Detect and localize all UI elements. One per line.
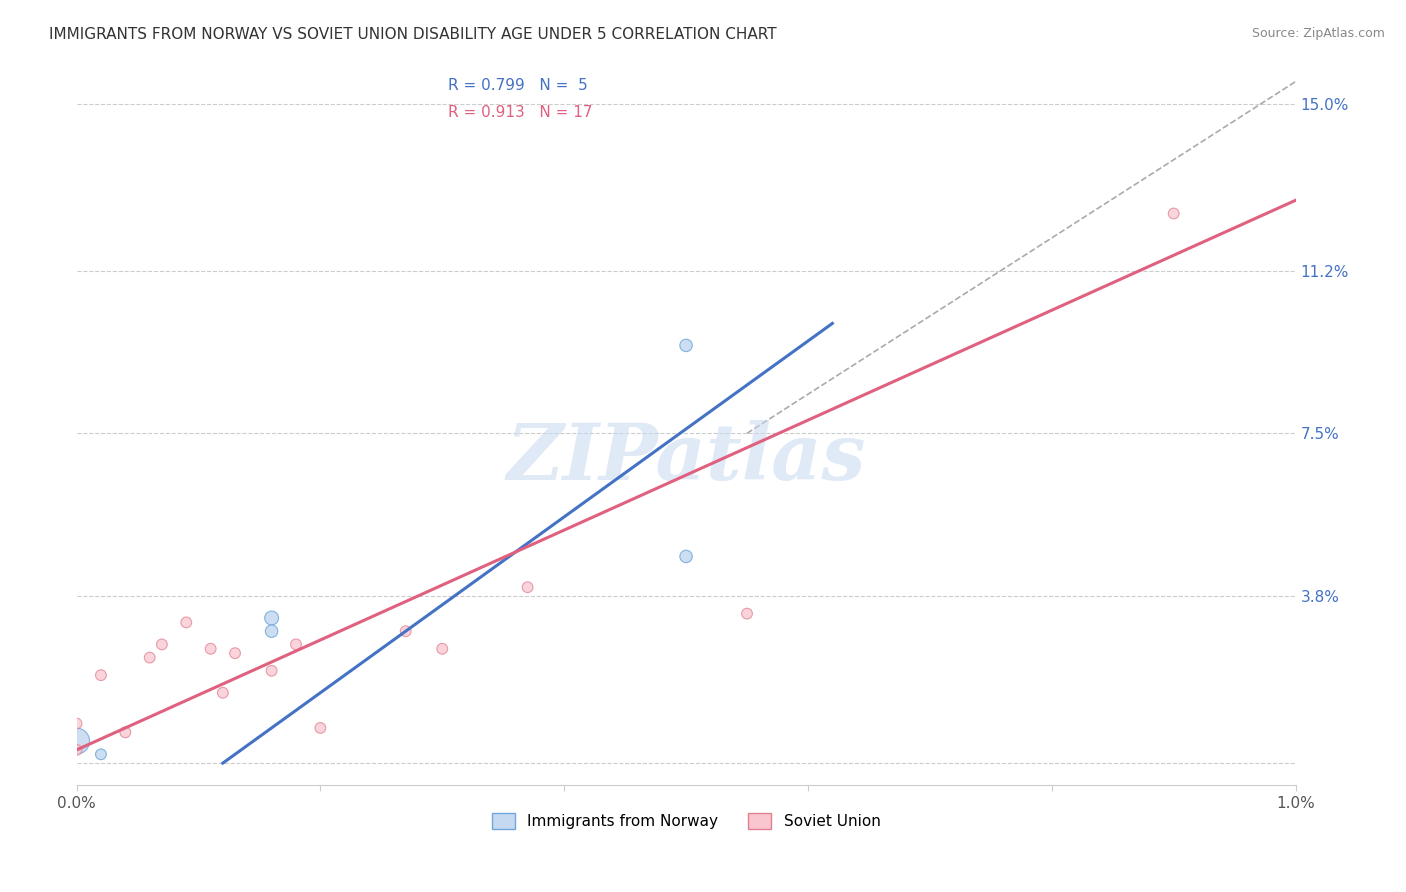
Point (114, 725, 136, 739)
Text: IMMIGRANTS FROM NORWAY VS SOVIET UNION DISABILITY AGE UNDER 5 CORRELATION CHART: IMMIGRANTS FROM NORWAY VS SOVIET UNION D… (49, 27, 778, 42)
Point (309, 721, 332, 735)
Point (260, 611, 283, 625)
Point (675, 549, 697, 564)
Point (395, 624, 418, 639)
Point (150, 637, 173, 651)
Text: R = 0.799   N =  5: R = 0.799 N = 5 (449, 78, 588, 93)
Text: R = 0.913   N = 17: R = 0.913 N = 17 (449, 104, 593, 120)
Text: ZIPatlas: ZIPatlas (506, 420, 866, 497)
Point (675, 338, 697, 352)
Point (735, 607, 758, 621)
Point (65, 743, 87, 757)
Point (90, 747, 112, 762)
Point (285, 637, 308, 651)
Point (224, 646, 246, 660)
Point (260, 624, 283, 639)
Point (211, 686, 233, 700)
Point (138, 650, 160, 665)
Legend: Immigrants from Norway, Soviet Union: Immigrants from Norway, Soviet Union (485, 806, 887, 836)
Point (432, 641, 454, 656)
Point (174, 615, 197, 630)
Point (1163, 206, 1185, 220)
Text: Source: ZipAtlas.com: Source: ZipAtlas.com (1251, 27, 1385, 40)
Point (90, 668, 112, 682)
Point (516, 580, 538, 594)
Point (65, 734, 87, 748)
Point (65, 716, 87, 731)
Point (200, 641, 222, 656)
Point (260, 664, 283, 678)
